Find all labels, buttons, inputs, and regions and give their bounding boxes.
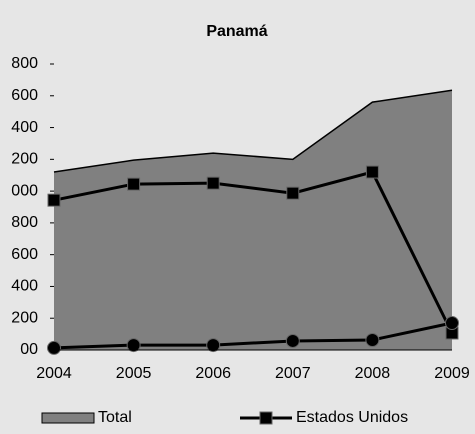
y-tick-label: 200: [11, 151, 38, 168]
chart-title: Panamá: [206, 23, 267, 40]
y-tick-label: 800: [11, 55, 38, 72]
y-tick-label: 600: [11, 246, 38, 263]
y-tick-label: 000: [11, 182, 38, 199]
marker: [126, 338, 141, 353]
y-tick-label: 800: [11, 214, 38, 231]
marker: [47, 340, 61, 355]
marker: [365, 332, 380, 347]
x-tick-label: 2005: [116, 365, 152, 382]
legend-marker: [259, 411, 273, 425]
y-tick-label: 400: [11, 278, 38, 295]
marker: [127, 177, 141, 191]
x-tick-label: 2007: [275, 365, 311, 382]
legend-swatch: [41, 412, 95, 424]
marker: [285, 333, 300, 348]
y-tick-label: 00: [20, 341, 38, 358]
line: [53, 321, 453, 350]
marker: [286, 186, 300, 200]
y-tick-label: 600: [11, 87, 38, 104]
y-tick-label: 200: [11, 309, 38, 326]
area-line: [53, 89, 453, 173]
x-tick-label: 2009: [434, 365, 470, 382]
line: [53, 170, 454, 334]
area: [54, 90, 452, 350]
x-tick-label: 2008: [355, 365, 391, 382]
marker: [445, 315, 459, 330]
marker: [206, 338, 221, 353]
x-tick-label: 2004: [36, 365, 72, 382]
legend-label: Estados Unidos: [296, 409, 408, 426]
marker: [365, 165, 379, 179]
marker: [47, 193, 61, 207]
legend-label: Total: [98, 409, 132, 426]
marker: [206, 176, 220, 190]
y-tick-label: 400: [11, 119, 38, 136]
x-tick-label: 2006: [195, 365, 231, 382]
